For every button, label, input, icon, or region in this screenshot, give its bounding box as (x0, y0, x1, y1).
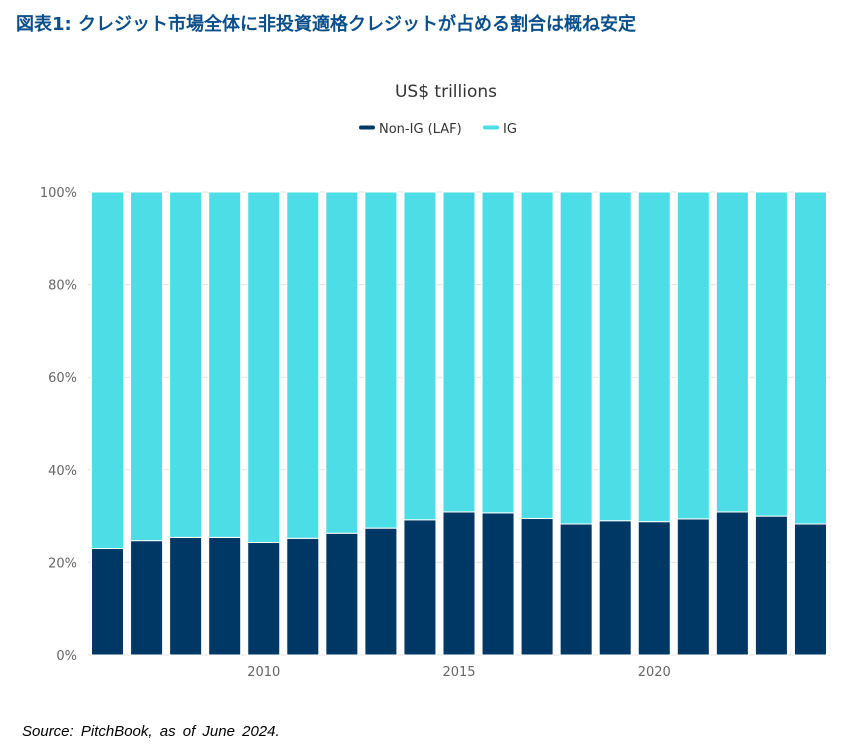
x-tick-label: 2010 (247, 665, 280, 680)
bar-ig-2009[interactable] (208, 191, 242, 538)
y-tick-label: 80% (48, 279, 77, 294)
y-axis: 0% 20% 40% 60% 80% 100% (40, 186, 77, 664)
bar-ig-2015[interactable] (442, 191, 476, 513)
x-tick-label: 2020 (638, 665, 671, 680)
bar-non-ig-2008[interactable] (169, 536, 203, 656)
bar-non-ig-2016[interactable] (481, 512, 515, 656)
bar-non-ig-2018[interactable] (559, 523, 593, 656)
legend-swatch-ig (483, 125, 499, 130)
y-tick-label: 40% (48, 464, 77, 479)
x-tick-label: 2015 (442, 665, 475, 680)
bar-non-ig-2015[interactable] (442, 511, 476, 656)
bar-non-ig-2009[interactable] (208, 536, 242, 656)
bar-ig-2010[interactable] (247, 191, 281, 543)
bar-non-ig-2019[interactable] (598, 520, 632, 656)
source-note: Source: PitchBook, as of June 2024. (22, 723, 280, 740)
chart-title: US$ trillions (395, 82, 497, 102)
y-tick-label: 100% (40, 186, 77, 201)
bar-ig-2022[interactable] (715, 191, 749, 513)
bar-non-ig-2024[interactable] (793, 523, 827, 656)
bar-ig-2012[interactable] (325, 191, 359, 534)
legend-label-non-ig[interactable]: Non-IG (LAF) (379, 122, 462, 137)
bar-non-ig-2013[interactable] (364, 527, 398, 656)
bar-ig-2007[interactable] (130, 191, 164, 542)
bar-ig-2021[interactable] (676, 191, 710, 520)
legend: Non-IG (LAF) IG (359, 122, 517, 137)
y-tick-label: 0% (56, 649, 77, 664)
x-axis: 2010 2015 2020 (247, 665, 671, 680)
bar-ig-2016[interactable] (481, 191, 515, 514)
bar-non-ig-2017[interactable] (520, 517, 554, 656)
bar-non-ig-2023[interactable] (754, 515, 788, 656)
bar-ig-2023[interactable] (754, 191, 788, 517)
bar-non-ig-2010[interactable] (247, 541, 281, 656)
y-tick-label: 60% (48, 371, 77, 386)
legend-label-ig[interactable]: IG (503, 122, 517, 137)
bar-non-ig-2021[interactable] (676, 518, 710, 656)
bar-ig-2024[interactable] (793, 191, 827, 525)
bar-ig-2008[interactable] (169, 191, 203, 538)
bar-ig-2018[interactable] (559, 191, 593, 525)
bar-non-ig-2012[interactable] (325, 532, 359, 656)
bar-ig-2011[interactable] (286, 191, 320, 539)
bar-non-ig-2006[interactable] (91, 548, 125, 656)
bar-ig-2020[interactable] (637, 191, 671, 523)
bars (91, 191, 827, 656)
bar-ig-2014[interactable] (403, 191, 437, 521)
bar-ig-2019[interactable] (598, 191, 632, 522)
bar-non-ig-2014[interactable] (403, 519, 437, 656)
legend-swatch-non-ig (359, 125, 375, 130)
bar-non-ig-2007[interactable] (130, 540, 164, 656)
bar-non-ig-2011[interactable] (286, 537, 320, 656)
bar-non-ig-2022[interactable] (715, 511, 749, 656)
page-title: 図表1: クレジット市場全体に非投資適格クレジットが占める割合は概ね安定 (16, 14, 636, 35)
bar-ig-2017[interactable] (520, 191, 554, 519)
y-tick-label: 20% (48, 556, 77, 571)
bar-ig-2013[interactable] (364, 191, 398, 529)
bar-ig-2006[interactable] (91, 191, 125, 550)
bar-non-ig-2020[interactable] (637, 521, 671, 656)
